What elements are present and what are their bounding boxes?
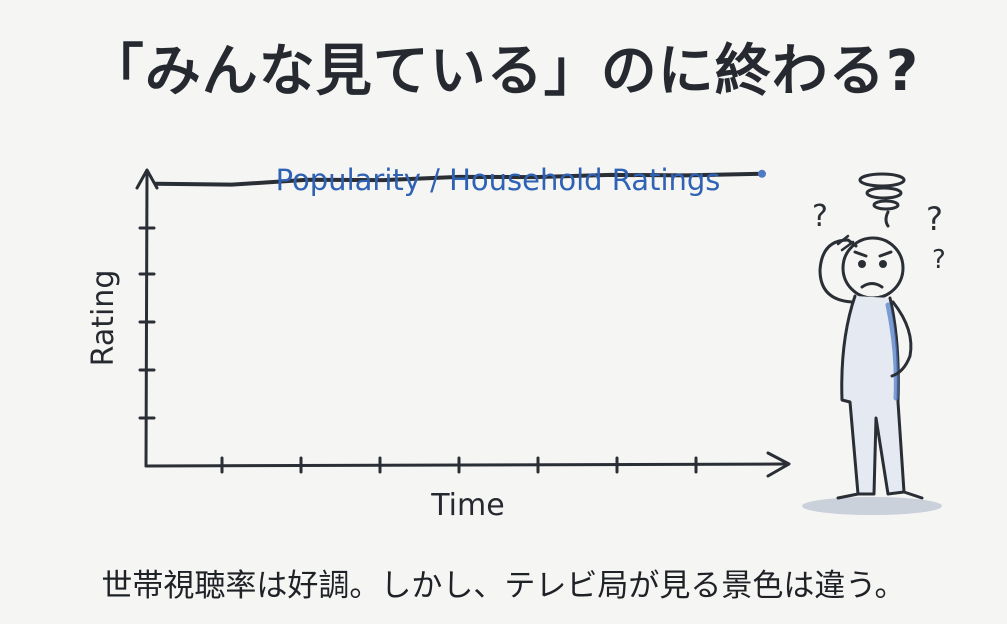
y-axis-arrowhead <box>135 168 159 190</box>
x-axis-arrowhead <box>766 451 791 478</box>
y-axis <box>144 170 149 468</box>
x-axis <box>144 462 787 468</box>
figure-foot-right <box>902 490 924 500</box>
series-end-point <box>758 169 766 178</box>
question-mark-2: ? <box>926 200 943 238</box>
confused-stick-figure: ? ? ? <box>802 172 946 515</box>
question-mark-1: ? <box>812 199 828 234</box>
figure-mouth <box>860 282 884 289</box>
figure-eye-right <box>879 260 887 268</box>
y-ticks <box>138 226 156 420</box>
series-line <box>154 171 764 187</box>
figure-head <box>841 236 905 300</box>
x-ticks <box>220 456 698 474</box>
chart-axes <box>135 168 791 478</box>
figure-torso <box>840 294 906 496</box>
figure-brow-left <box>853 250 868 258</box>
figure-arm-raised <box>818 238 858 304</box>
y-axis-label: Rating <box>86 270 121 367</box>
figure-shadow <box>802 497 942 515</box>
figure-foot-left <box>836 492 860 500</box>
dizzy-swirl-icon <box>858 172 906 228</box>
x-axis-label: Time <box>430 488 504 523</box>
figure-arm-hip <box>890 300 913 378</box>
figure-eye-left <box>858 260 866 268</box>
series-label: Popularity / Household Ratings <box>276 163 721 197</box>
page-title: 「みんな見ている」のに終わる? <box>87 39 920 104</box>
figure-brow-right <box>878 250 893 258</box>
caption: 世帯視聴率は好調。しかし、テレビ局が見る景色は違う。 <box>101 568 906 604</box>
question-mark-3: ? <box>932 245 946 275</box>
